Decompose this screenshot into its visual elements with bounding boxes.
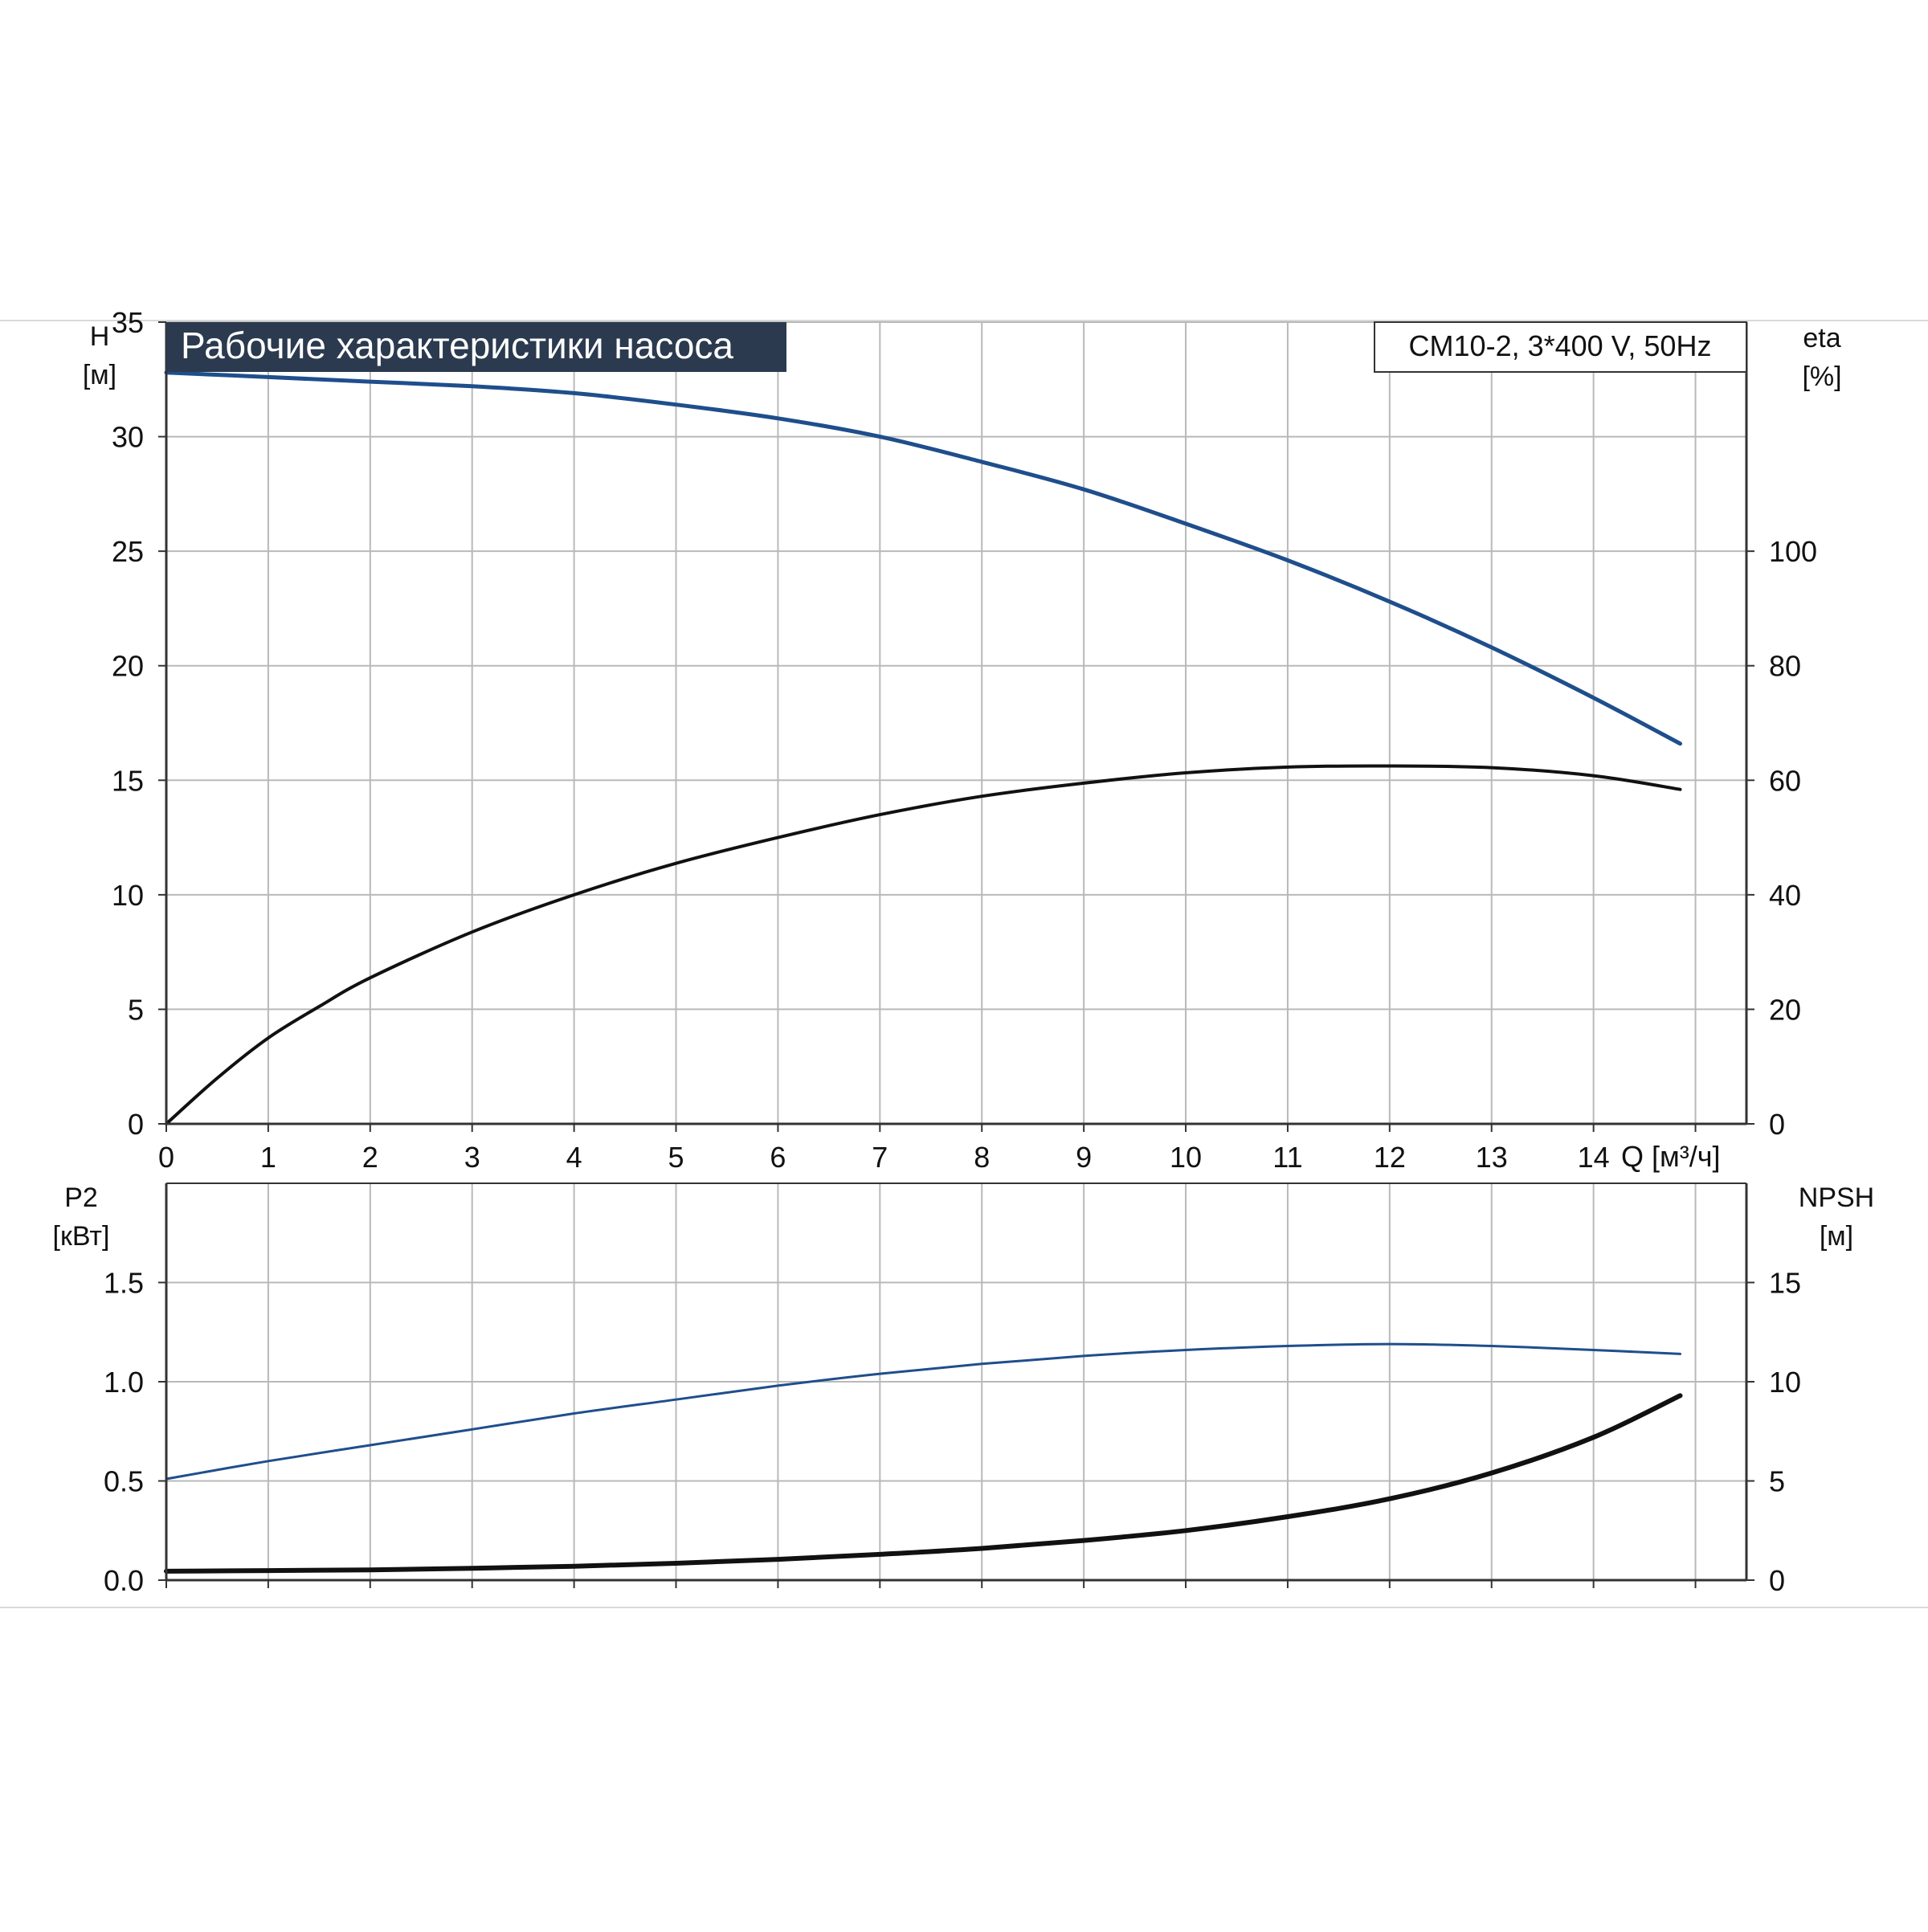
x-tick-label: 12 [1374,1141,1406,1174]
p2-axis-unit: [кВт] [53,1221,110,1252]
bottom-series-0-line [165,1342,1681,1481]
h-axis-unit: [м] [83,360,116,390]
eta-axis-unit: [%] [1802,361,1841,392]
x-tick-label: 8 [974,1141,990,1174]
chart-title: Рабочие характеристики насоса [181,325,733,366]
right-tick-label: 15 [1769,1267,1801,1300]
x-tick-label: 10 [1170,1141,1202,1174]
h-axis-label: H [90,321,110,352]
x-tick-label: 14 [1578,1141,1610,1174]
left-tick-label: 10 [112,879,144,912]
x-tick-label: 1 [260,1141,276,1174]
x-tick-label: 7 [872,1141,888,1174]
eta-axis-label: eta [1803,323,1840,353]
top-series-1-line [165,764,1682,1125]
left-tick-label: 25 [112,535,144,568]
left-tick-label: 0.5 [104,1465,144,1498]
bottom-panel-grid [166,1182,1746,1580]
x-tick-label: 2 [362,1141,378,1174]
left-tick-label: 0.0 [104,1564,144,1597]
top-series-0-line [164,370,1682,746]
left-tick-label: 1.5 [104,1267,144,1300]
left-tick-label: 1.0 [104,1366,144,1399]
q-axis-label: Q [м³/ч] [1621,1140,1721,1173]
model-label: CM10-2, 3*400 V, 50Hz [1409,329,1712,362]
left-tick-label: 30 [112,421,144,454]
x-tick-label: 3 [464,1141,480,1174]
p2-axis-label: P2 [64,1182,98,1213]
right-tick-label: 60 [1769,764,1801,797]
npsh-axis-label: NPSH [1799,1182,1874,1213]
model-label-box [1374,321,1747,373]
x-tick-label: 13 [1476,1141,1508,1174]
left-tick-label: 15 [112,764,144,797]
x-tick-label: 0 [158,1141,174,1174]
title-banner [166,322,786,372]
right-tick-label: 5 [1769,1465,1785,1498]
x-tick-label: 9 [1076,1141,1092,1174]
top-panel-grid [166,321,1746,1124]
right-tick-label: 0 [1769,1108,1785,1141]
right-tick-label: 20 [1769,993,1801,1026]
right-tick-label: 80 [1769,650,1801,683]
x-tick-label: 11 [1272,1141,1302,1174]
x-tick-label: 6 [770,1141,786,1174]
left-tick-label: 20 [112,650,144,683]
left-tick-label: 0 [128,1108,144,1141]
left-tick-label: 5 [128,993,144,1026]
npsh-axis-unit: [м] [1820,1221,1853,1252]
right-tick-label: 0 [1769,1564,1785,1597]
left-tick-label: 35 [112,306,144,339]
x-tick-label: 5 [668,1141,684,1174]
right-tick-label: 100 [1769,535,1817,568]
right-tick-label: 40 [1769,879,1801,912]
right-tick-label: 10 [1769,1366,1801,1399]
x-tick-label: 4 [566,1141,582,1174]
bottom-series-1-line [164,1393,1683,1574]
